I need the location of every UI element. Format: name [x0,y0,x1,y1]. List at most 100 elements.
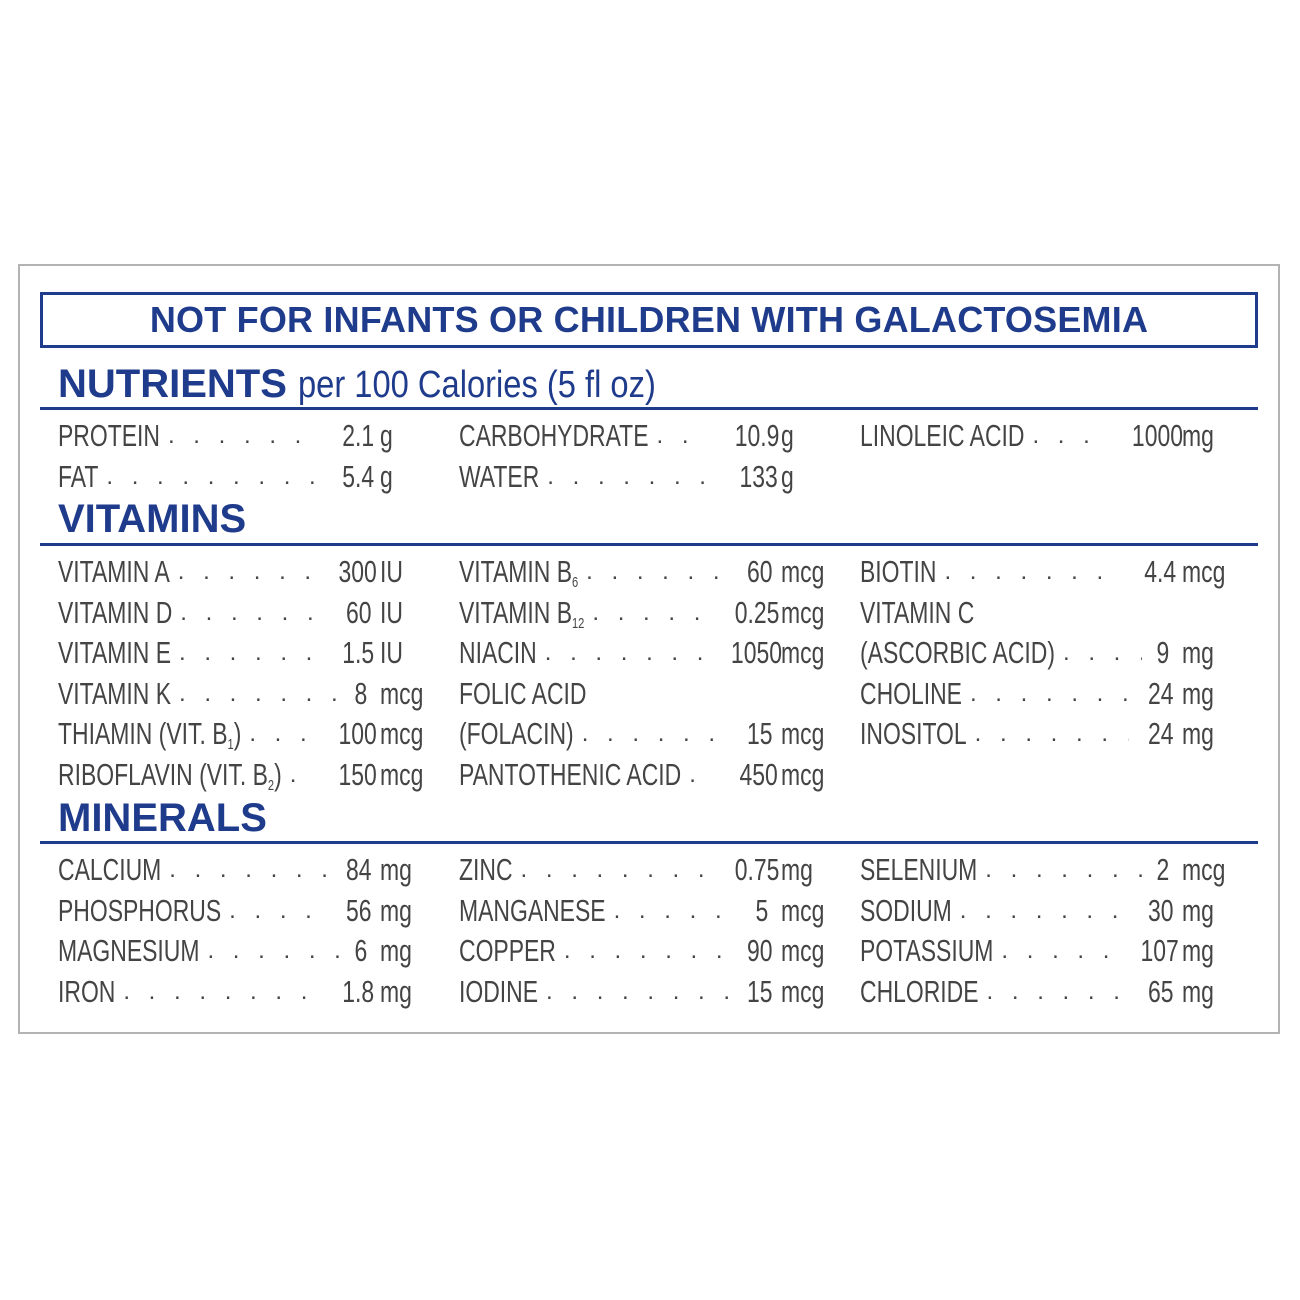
nutrient-amount: 133 [739,458,778,494]
nutrient-row: FAT. . . . . . . . . . . . . . . . . 5.4g [58,457,458,498]
nutrient-subscript: 6 [572,574,579,591]
nutrient-unit: mg [781,852,813,887]
nutrient-name: LINOLEIC ACID [860,418,1025,453]
leader-dots: . . . . . . . . . . [207,937,340,964]
nutrient-row: VITAMIN K. . . . . . . . . . . . . 8 mcg [58,674,458,715]
leader-dots: . . . . . . . . . . . . [547,462,715,490]
leader-dots: . . . . . . . . . . . [592,598,709,626]
nutrient-name: FOLIC ACID [459,675,587,711]
nutrient-row: PROTEIN . . . . . . . . . . . . . 2.1g [58,416,458,457]
nutrient-name: MANGANESE [459,892,606,928]
nutrient-name: RIBOFLAVIN (VIT. B2) [58,756,282,794]
nutrient-amount: 2.1 [342,418,375,453]
nutrients-heading: NUTRIENTS per 100 Calories (5 fl oz) [58,362,714,407]
leader-dots: . . . . . . . . . . . . . [563,937,729,964]
nutrient-name: VITAMIN D [58,594,173,630]
vitamins-col1: VITAMIN A. . . . . . . . . . .300IUVITAM… [58,552,458,795]
nutrients-title: NUTRIENTS [58,362,287,406]
nutrient-name: VITAMIN B6 [459,554,579,591]
nutrient-name: VITAMIN A [58,554,170,589]
nutrient-unit: mg [1182,635,1214,670]
nutrients-subtitle: per 100 Calories (5 fl oz) [298,364,656,406]
nutrient-amount: 0.75 [735,852,780,887]
leader-dots: . . . . [689,760,715,788]
leader-dots: . . . . . . . . . . . . . [179,639,321,666]
nutrient-amount: 10.9 [735,418,780,453]
nutrient-unit: g [781,418,794,453]
nutrient-unit: g [380,418,393,453]
nutrient-name: VITAMIN C [860,594,975,630]
vitamins-rule [40,543,1258,546]
nutrient-unit: mg [380,933,412,968]
nutrient-name: SODIUM [860,892,952,928]
minerals-heading: MINERALS [58,796,267,840]
nutrients-col1: PROTEIN. . . . . . . . . . . . .2.1gFAT.… [58,416,458,497]
nutrient-unit: mcg [1182,554,1226,589]
nutrient-amount: 5.4 [342,458,375,494]
nutrient-unit: mg [1182,892,1214,928]
nutrient-unit: mcg [1182,852,1226,887]
minerals-col1: CALCIUM. . . . . . . . . . . .84mgPHOSPH… [58,850,458,1012]
leader-dots: . . . . . . . . . . . [985,856,1142,883]
nutrient-amount: 15 [747,716,773,751]
nutrient-unit: mcg [781,756,825,792]
nutrient-amount: 90 [747,933,773,968]
nutrient-amount: 4.4 [1144,554,1177,589]
nutrient-amount: 8 [354,675,368,711]
minerals-col3: SELENIUM . . . . . . . . . . . 2 mcg SODIUM.… [860,850,1260,1012]
nutrient-amount: 24 [1148,675,1174,711]
nutrient-name: VITAMIN B12 [459,594,585,632]
nutrient-amount: 24 [1148,716,1174,751]
leader-dots: . . . . . . . . . . . [180,598,327,626]
nutrient-amount: 300 [338,554,377,589]
nutrient-name: CHLORIDE [860,973,979,1009]
galactosemia-warning: NOT FOR INFANTS OR CHILDREN WITH GALACTO… [40,292,1258,348]
leader-dots: . . . . . . . [1032,422,1103,449]
nutrient-unit: mg [1182,716,1214,751]
nutrient-unit: g [380,458,393,494]
nutrient-name: VITAMIN K [58,675,172,711]
nutrient-amount: 1000 [1131,418,1183,453]
nutrient-name: (FOLACIN) [459,716,574,751]
nutrient-row: VITAMIN C [860,593,1260,634]
nutrient-row: MAGNESIUM . . . . . . . . . . 6 mg [58,931,458,972]
leader-dots: . . . . . . . . . . [613,896,742,924]
nutrient-name: MAGNESIUM [58,933,200,968]
nutrient-unit: g [781,458,794,494]
nutrient-name: BIOTIN [860,554,937,589]
leader-dots: . . . . . . . . . . . . . . . [944,558,1123,585]
nutrient-row: ZINC . . . . . . . . . . . . . . . . . . 0… [459,850,859,891]
nutrient-unit: IU [380,554,403,589]
nutrient-unit: mcg [781,635,825,670]
nutrient-unit: IU [380,635,403,670]
nutrient-name: POTASSIUM [860,933,994,968]
nutrient-unit: mg [380,892,412,928]
nutrient-amount: 1.8 [342,973,375,1009]
nutrient-unit: IU [380,594,403,630]
leader-dots: . . . . . . . . . . . . . [167,422,321,449]
nutrient-name: COPPER [459,933,556,968]
nutrient-unit: mg [1182,933,1214,968]
vitamins-col3: BIOTIN . . . . . . . . . . . . . . . 4.4mc… [860,552,1260,755]
nutrient-unit: mg [1182,675,1214,711]
nutrient-unit: mcg [781,973,825,1009]
minerals-col2: ZINC . . . . . . . . . . . . . . . . . . 0… [459,850,859,1012]
nutrient-amount: 5 [755,892,769,928]
leader-dots: . . . . . . . . . . . [581,720,729,747]
nutrient-name: VITAMIN E [58,635,172,670]
nutrient-amount: 84 [346,852,372,887]
nutrient-unit: mcg [781,892,825,928]
nutrient-name: PROTEIN [58,418,160,453]
leader-dots: . . . . . [656,422,709,449]
nutrient-name: IRON [58,973,116,1009]
nutrient-amount: 107 [1140,933,1179,968]
